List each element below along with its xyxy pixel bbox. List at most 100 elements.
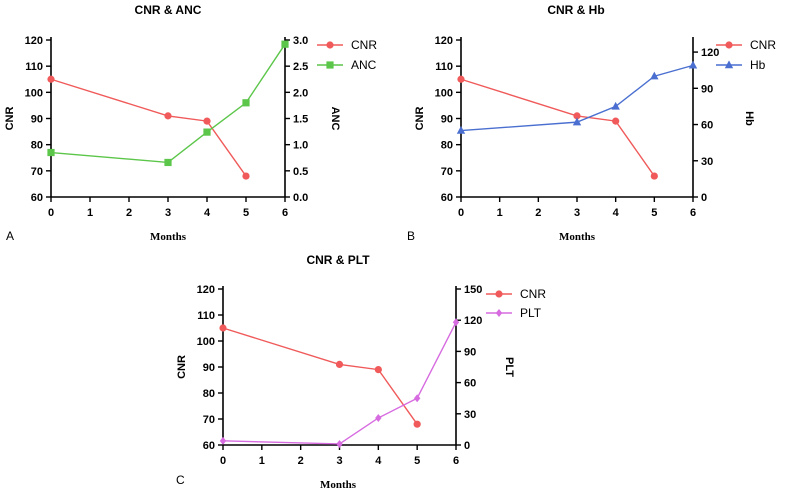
x-axis-label: Months xyxy=(320,479,357,491)
y2-tick-label: 3.0 xyxy=(293,35,308,47)
series-cnr: CNR xyxy=(219,287,546,428)
x-tick-label: 3 xyxy=(165,207,171,219)
x-tick-label: 2 xyxy=(535,207,541,219)
data-point-plt xyxy=(375,413,382,422)
y-tick-label: 80 xyxy=(203,388,215,400)
y-axis-label: CNR xyxy=(414,107,426,131)
data-point-hb xyxy=(611,101,620,110)
x-tick-label: 3 xyxy=(574,207,580,219)
legend-label-cnr: CNR xyxy=(351,38,377,52)
legend-marker-cnr xyxy=(326,41,334,49)
data-point-hb xyxy=(572,117,582,126)
x-tick-label: 5 xyxy=(651,207,657,219)
y2-tick-label: 0 xyxy=(464,440,470,452)
x-tick-label: 5 xyxy=(414,455,420,467)
y2-tick-label: 1.0 xyxy=(293,140,308,152)
x-axis-label: Months xyxy=(150,231,187,243)
y2-tick-label: 120 xyxy=(701,47,719,59)
y2-tick-label: 30 xyxy=(464,409,476,421)
y-tick-label: 90 xyxy=(203,362,215,374)
x-tick-label: 6 xyxy=(690,207,696,219)
data-point-plt xyxy=(452,318,460,327)
x-tick-label: 5 xyxy=(243,207,249,219)
x-tick-label: 4 xyxy=(613,207,620,219)
y2-tick-label: 0.0 xyxy=(293,192,308,204)
series-cnr: CNR xyxy=(47,38,377,180)
x-tick-label: 4 xyxy=(375,455,382,467)
y2-tick-label: 90 xyxy=(464,346,476,358)
series-hb: Hb xyxy=(456,58,766,134)
x-tick-label: 0 xyxy=(48,207,54,219)
y2-tick-label: 2.5 xyxy=(293,61,308,73)
series-line-anc xyxy=(50,43,286,164)
y2-tick-label: 60 xyxy=(701,120,713,132)
y2-axis-label: ANC xyxy=(329,107,341,131)
x-tick-label: 2 xyxy=(298,455,304,467)
y-tick-label: 110 xyxy=(25,61,43,73)
data-point-cnr xyxy=(164,112,172,120)
legend-label-cnr: CNR xyxy=(750,38,776,52)
x-tick-label: 0 xyxy=(458,207,464,219)
x-tick-label: 6 xyxy=(453,455,459,467)
y2-tick-label: 0 xyxy=(701,192,707,204)
series-line-cnr xyxy=(222,327,418,425)
y-tick-label: 90 xyxy=(441,114,453,126)
data-point-anc xyxy=(242,99,250,107)
y-tick-label: 60 xyxy=(203,440,215,452)
panel-letter: C xyxy=(176,473,185,487)
legend-label-anc: ANC xyxy=(351,58,377,72)
data-point-cnr xyxy=(203,117,211,125)
series-line-plt xyxy=(222,321,457,445)
legend-label-hb: Hb xyxy=(750,58,766,72)
y2-tick-label: 2.0 xyxy=(293,87,308,99)
series-line-cnr xyxy=(460,78,655,177)
y2-tick-label: 120 xyxy=(464,315,482,327)
series-plt: PLT xyxy=(219,306,542,448)
x-tick-label: 6 xyxy=(282,207,288,219)
data-point-cnr xyxy=(650,172,658,180)
legend-marker-cnr xyxy=(725,41,733,49)
data-point-hb xyxy=(688,60,698,69)
y2-tick-label: 60 xyxy=(464,378,476,390)
y-tick-label: 120 xyxy=(197,284,215,296)
y2-tick-label: 90 xyxy=(701,83,713,95)
data-point-cnr xyxy=(242,172,250,180)
y-tick-label: 120 xyxy=(435,35,453,47)
chart-title: CNR & PLT xyxy=(306,253,370,267)
chart-title: CNR & Hb xyxy=(547,3,604,17)
data-point-hb xyxy=(456,125,466,134)
data-point-plt xyxy=(413,394,421,403)
y2-tick-label: 0.5 xyxy=(293,166,308,178)
data-point-cnr xyxy=(47,75,55,83)
y2-axis-label: PLT xyxy=(503,357,515,377)
x-tick-label: 0 xyxy=(220,455,226,467)
legend-label-plt: PLT xyxy=(520,306,542,320)
x-tick-label: 4 xyxy=(204,207,211,219)
data-point-cnr xyxy=(374,366,382,374)
y-tick-label: 110 xyxy=(197,310,215,322)
legend-label-cnr: CNR xyxy=(520,287,546,301)
data-point-plt xyxy=(219,436,227,445)
data-point-hb xyxy=(650,71,659,80)
series-anc: ANC xyxy=(47,40,377,167)
chart-panel-c: CNR & PLT 0 1 2 3 4 5 6 60 70 80 90 100 110 120 0 30 60 90… xyxy=(176,253,546,491)
data-point-cnr xyxy=(457,75,465,83)
data-point-cnr xyxy=(612,117,620,125)
data-point-cnr xyxy=(219,324,227,332)
x-tick-label: 3 xyxy=(336,455,342,467)
x-tick-label: 1 xyxy=(497,207,503,219)
chart-title: CNR & ANC xyxy=(135,3,202,17)
y-axis-label: CNR xyxy=(176,355,188,379)
data-point-plt xyxy=(336,439,343,448)
x-tick-label: 1 xyxy=(259,455,265,467)
y-tick-label: 70 xyxy=(203,414,215,426)
data-point-cnr xyxy=(413,420,421,428)
y-axis-label: CNR xyxy=(4,107,16,131)
data-point-anc xyxy=(164,158,172,167)
chart-panel-b: CNR & Hb 0 1 2 3 4 5 6 60 70 80 90 100 110 120 0 30 60 90 1… xyxy=(407,3,776,243)
y2-tick-label: 150 xyxy=(464,284,482,296)
y-tick-label: 60 xyxy=(441,192,453,204)
y2-tick-label: 30 xyxy=(701,156,713,168)
data-point-cnr xyxy=(573,112,581,120)
